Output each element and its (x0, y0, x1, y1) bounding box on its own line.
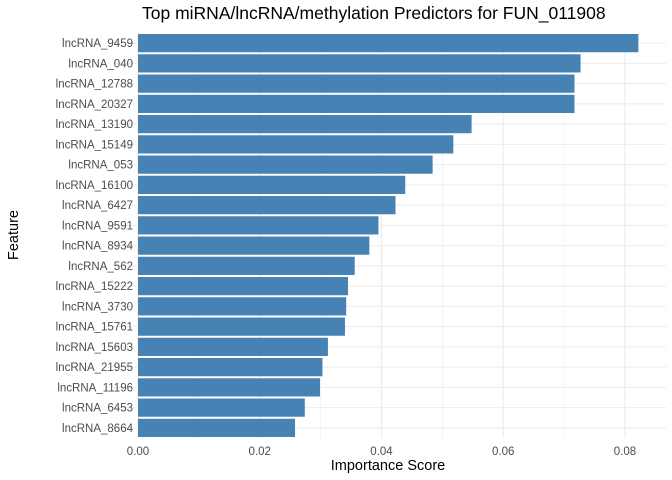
bar (138, 398, 305, 417)
bar (138, 175, 406, 194)
y-tick-label: lncRNA_8664 (62, 423, 134, 435)
bar (138, 216, 379, 235)
x-tick-label: 0.02 (249, 446, 271, 458)
y-tick-label: lncRNA_6427 (62, 200, 133, 212)
bar (138, 94, 575, 113)
bar (138, 256, 355, 275)
y-tick-labels: lncRNA_9459 lncRNA_040 lncRNA_12788 lncRNA_… (56, 38, 134, 435)
x-tick-label: 0.08 (614, 446, 636, 458)
bar (138, 196, 396, 215)
x-tick-labels: 0.00 0.02 0.04 0.06 0.08 (127, 446, 636, 458)
y-tick-label: lncRNA_9459 (62, 38, 133, 50)
y-tick-label: lncRNA_12788 (56, 79, 133, 91)
y-tick-label: lncRNA_040 (68, 58, 133, 70)
bar (138, 358, 323, 377)
y-tick-label: lncRNA_3730 (62, 301, 133, 313)
bar (138, 297, 347, 316)
y-tick-label: lncRNA_15222 (56, 281, 133, 293)
y-tick-label: lncRNA_20327 (56, 99, 133, 111)
y-tick-label: lncRNA_15761 (56, 322, 133, 334)
bar (138, 155, 433, 174)
y-tick-label: lncRNA_562 (68, 261, 133, 273)
bar (138, 317, 345, 336)
y-axis-title: Feature (6, 210, 22, 260)
x-tick-label: 0.06 (492, 446, 514, 458)
bar (138, 135, 454, 154)
y-tick-label: lncRNA_16100 (56, 180, 133, 192)
y-tick-label: lncRNA_15603 (56, 342, 133, 354)
bar (138, 34, 639, 53)
y-tick-label: lncRNA_13190 (56, 119, 133, 131)
x-tick-label: 0.00 (127, 446, 149, 458)
bar (138, 74, 575, 93)
bar (138, 236, 370, 255)
bar (138, 115, 472, 134)
x-tick-label: 0.04 (370, 446, 393, 458)
grid-lines (113, 33, 666, 438)
y-tick-label: lncRNA_9591 (62, 220, 133, 232)
y-tick-label: lncRNA_8934 (62, 241, 134, 253)
x-axis-title: Importance Score (331, 458, 445, 474)
y-tick-label: lncRNA_053 (68, 160, 133, 172)
y-tick-label: lncRNA_21955 (56, 362, 133, 374)
chart-title: Top miRNA/lncRNA/methylation Predictors … (142, 3, 606, 24)
bar (138, 378, 321, 397)
bar (138, 337, 328, 356)
y-tick-label: lncRNA_15149 (56, 139, 133, 151)
bar (138, 418, 296, 437)
y-tick-label: lncRNA_11196 (57, 382, 133, 394)
bars (138, 34, 639, 437)
y-tick-label: lncRNA_6453 (62, 403, 133, 415)
bar (138, 277, 349, 296)
bar (138, 54, 581, 73)
